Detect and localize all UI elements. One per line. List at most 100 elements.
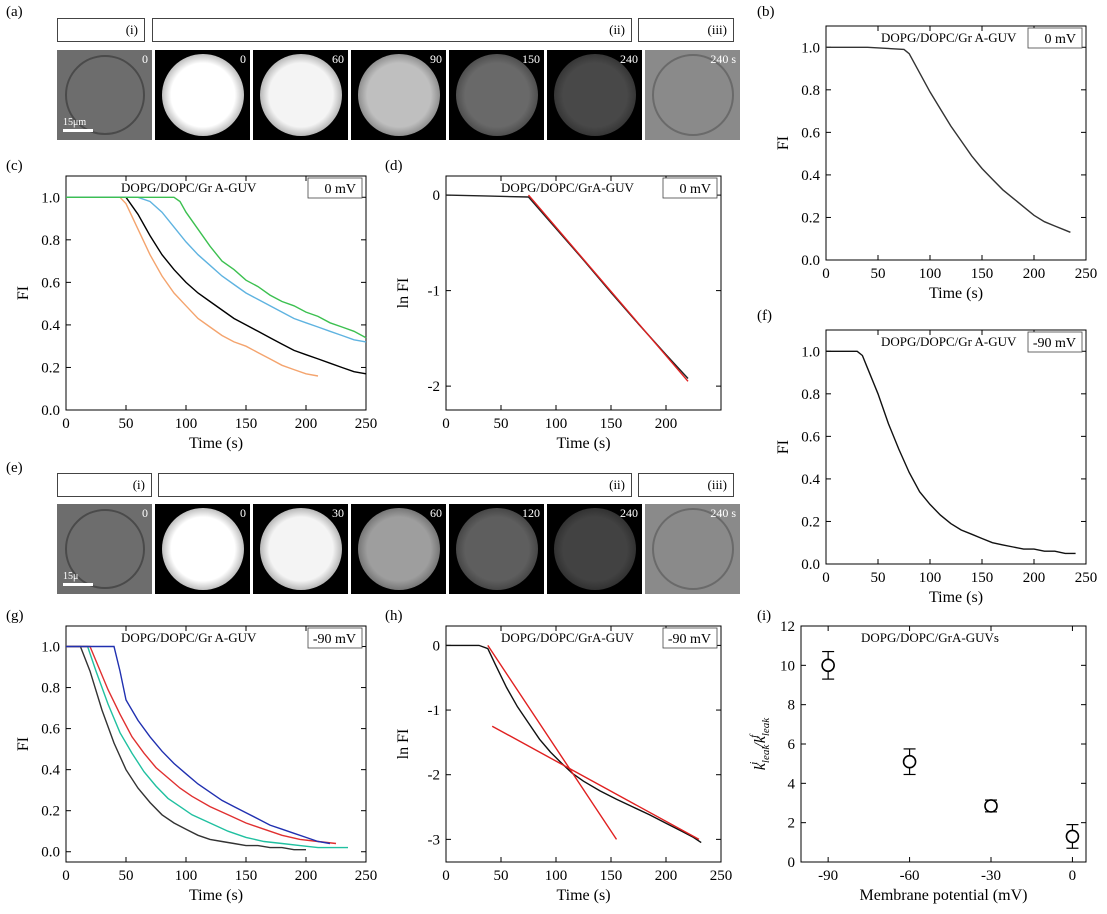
chart-d: 0 50 100 150 200 0 -1 -2 Time (s) ln FI DOPG/DOPC/… (395, 175, 722, 452)
plot-frame (800, 625, 1087, 863)
scale-label: 15μ (63, 571, 79, 582)
potential-label: -90 mV (668, 632, 711, 647)
x-tick-label: 100 (545, 868, 568, 884)
panel-label-d: (d) (385, 158, 403, 174)
y-axis-label: FI (15, 286, 32, 300)
plot-frame (825, 25, 1087, 261)
x-tick-label: 150 (235, 868, 258, 884)
x-tick-label: 250 (355, 416, 378, 432)
x-tick-label: 100 (919, 570, 942, 586)
y-tick-label: 0.4 (801, 472, 820, 488)
data-point-1 (902, 754, 917, 769)
potential-box (662, 627, 718, 649)
time-label: 60 (430, 506, 442, 520)
chart-h: 0 50 100 150 200 250 0 -1 -2 -3 Time (s) ln FI DOPG/… (395, 625, 733, 904)
header-i-e: (i) (57, 473, 152, 497)
chart-annotation: DOPG/DOPC/Gr A-GUV (121, 630, 257, 645)
y-tick-label: 0.6 (41, 722, 60, 738)
image_row_a-frame-3: 150 (449, 50, 544, 140)
x-axis-label: Time (s) (189, 435, 243, 452)
fluorescent-vesicle (357, 508, 440, 590)
x-axis-label: Time (s) (189, 887, 243, 904)
time-label: 0 (240, 506, 246, 520)
time-label: 0 (142, 52, 148, 66)
series-line-1 (527, 194, 689, 382)
panel-label-h: (h) (385, 608, 403, 624)
x-tick-label: 0 (822, 570, 830, 586)
chart-f: 0 50 100 150 200 250 0.0 0.2 0.4 0.6 0.8 1.0 Time (s… (775, 329, 1098, 606)
plot-frame (825, 329, 1087, 565)
x-tick-label: -90 (818, 868, 838, 884)
plot-frame (445, 175, 722, 411)
fluorescent-vesicle (161, 54, 244, 136)
scale-label: 15μm (63, 117, 87, 128)
vesicle-outline (64, 509, 145, 589)
y-tick-label: -2 (428, 379, 441, 395)
fluorescent-vesicle (553, 508, 636, 590)
time-label: 240 (620, 506, 638, 520)
y-tick-label: -1 (428, 284, 441, 300)
potential-label: 0 mV (1045, 32, 1077, 47)
x-tick-label: 250 (710, 868, 733, 884)
series-line-2 (66, 196, 367, 343)
y-tick-label: 0.0 (801, 253, 820, 269)
x-tick-label: -30 (981, 868, 1001, 884)
y-tick-label: 2 (788, 816, 796, 832)
scale-bar (63, 583, 93, 586)
panel-label-a: (a) (6, 4, 23, 20)
chart-i: -90 -60 -30 0 0 2 4 6 8 10 12 Membrane potential (m… (748, 619, 1087, 904)
x-tick-label: 0 (62, 416, 70, 432)
potential-label: -90 mV (1033, 336, 1076, 351)
fluorescent-vesicle (161, 508, 244, 590)
series-line-2 (66, 645, 337, 845)
x-tick-label: 200 (1023, 570, 1046, 586)
y-tick-label: 0.4 (801, 168, 820, 184)
time-label: 240 s (710, 506, 736, 520)
x-tick-label: 50 (119, 416, 134, 432)
image_row_a-frame-0: 0 (155, 50, 250, 140)
panel-label-f: (f) (757, 308, 772, 324)
data-point-3 (1065, 829, 1080, 844)
chart-annotation: DOPG/DOPC/GrA-GUV (501, 180, 635, 195)
y-axis-label: ln FI (395, 729, 412, 760)
series-line-1 (66, 196, 367, 375)
x-tick-label: 250 (355, 868, 378, 884)
fluorescent-vesicle (455, 508, 538, 590)
fluorescent-vesicle (357, 54, 440, 136)
vesicle-outline (651, 54, 734, 136)
y-tick-label: 0.2 (801, 514, 820, 530)
y-axis-label: FI (775, 136, 792, 150)
chart-annotation: DOPG/DOPC/GrA-GUV (501, 630, 635, 645)
time-label: 0 (240, 52, 246, 66)
x-tick-label: 100 (919, 266, 942, 282)
header-ii-e: (ii) (158, 473, 632, 497)
image_row_e-frame-3: 120 (449, 504, 544, 594)
time-label: 240 (620, 52, 638, 66)
panel-label-b: (b) (757, 4, 775, 20)
x-tick-label: 150 (971, 570, 994, 586)
x-tick-label: 150 (971, 266, 994, 282)
x-tick-label: 150 (235, 416, 258, 432)
chart-g: 0 50 100 150 200 250 0.0 0.2 0.4 0.6 0.8 1.0 Time (s… (15, 625, 378, 904)
image_row_a-phase-left: 0 15μm (57, 50, 152, 140)
time-label: 30 (332, 506, 344, 520)
x-tick-label: 100 (175, 868, 198, 884)
x-tick-label: 150 (600, 868, 623, 884)
y-tick-label: 0.0 (41, 845, 60, 861)
image_row_a-frame-4: 240 (547, 50, 642, 140)
y-tick-label: 0.6 (801, 125, 820, 141)
x-tick-label: 100 (545, 416, 568, 432)
y-tick-label: 0.4 (41, 318, 60, 334)
y-tick-label: 0.0 (801, 557, 820, 573)
y-tick-label: 6 (788, 737, 796, 753)
y-tick-label: 1.0 (801, 40, 820, 56)
x-tick-label: 150 (600, 416, 623, 432)
image_row_a-frame-2: 90 (351, 50, 446, 140)
y-tick-label: 0.2 (41, 360, 60, 376)
y-tick-label: -1 (428, 703, 441, 719)
fluorescent-vesicle (455, 54, 538, 136)
x-tick-label: 250 (1075, 570, 1098, 586)
y-tick-label: 0.0 (41, 403, 60, 419)
series-line-0 (446, 644, 702, 844)
chart-annotation: DOPG/DOPC/Gr A-GUV (881, 30, 1017, 45)
